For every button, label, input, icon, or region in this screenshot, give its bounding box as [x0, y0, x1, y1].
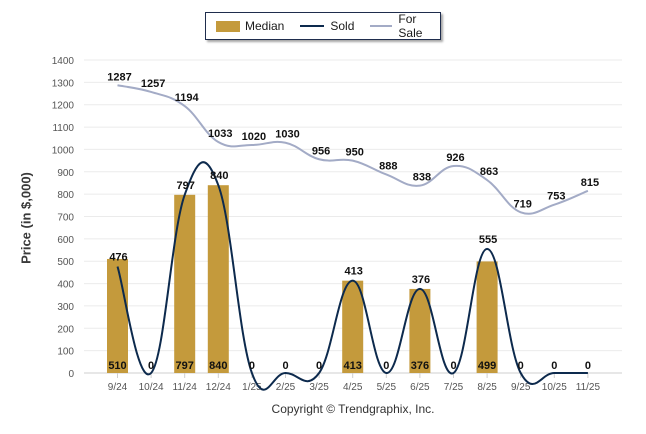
for-sale-data-label: 1020: [242, 131, 266, 143]
y-tick-label: 300: [57, 302, 74, 313]
legend-item-median: Median: [216, 19, 284, 33]
y-tick-label: 700: [57, 213, 74, 224]
for-sale-data-label: 1030: [275, 129, 299, 141]
median-data-label: 0: [585, 360, 591, 372]
median-swatch: [216, 20, 240, 32]
median-data-label: 0: [518, 360, 524, 372]
x-tick-label: 9/24: [108, 382, 128, 393]
x-tick-label: 4/25: [343, 382, 363, 393]
median-bar: [207, 185, 229, 373]
median-bar: [476, 261, 498, 373]
for-sale-data-label: 838: [413, 172, 431, 184]
legend-item-sold: Sold: [300, 19, 354, 33]
y-axis-label: Price (in $,000): [18, 172, 34, 264]
x-tick-label: 7/25: [444, 382, 464, 393]
median-data-label: 0: [450, 360, 456, 372]
for-sale-data-label: 950: [346, 147, 364, 159]
x-tick-label: 8/25: [477, 382, 497, 393]
median-data-label: 510: [108, 360, 126, 372]
median-bar: [342, 280, 364, 373]
y-tick-label: 500: [57, 257, 74, 268]
y-tick-label: 1100: [52, 123, 74, 134]
median-data-label: 376: [411, 360, 429, 372]
median-data-label: 840: [209, 360, 227, 372]
sold-data-label: 476: [109, 252, 127, 264]
y-tick-label: 100: [57, 347, 74, 358]
for-sale-data-label: 926: [446, 152, 464, 164]
sold-data-label: 797: [177, 180, 195, 192]
x-tick-label: 10/24: [139, 382, 164, 393]
median-data-label: 0: [148, 360, 154, 372]
sold-swatch: [300, 25, 325, 27]
sold-data-label: 555: [479, 234, 497, 246]
y-tick-label: 800: [57, 190, 74, 201]
for-sale-data-label: 888: [379, 160, 397, 172]
for-sale-data-label: 1257: [141, 78, 165, 90]
x-tick-label: 1/25: [242, 382, 262, 393]
y-tick-label: 200: [57, 324, 74, 335]
for-sale-data-label: 863: [480, 166, 498, 178]
x-tick-label: 11/24: [173, 382, 198, 393]
for-sale-line: [117, 84, 589, 215]
x-tick-label: 9/25: [511, 382, 531, 393]
median-data-label: 499: [478, 360, 496, 372]
median-data-label: 0: [551, 360, 557, 372]
y-tick-label: 1300: [52, 78, 75, 89]
sold-data-label: 413: [345, 266, 363, 278]
y-tick-label: 0: [68, 369, 74, 380]
for-sale-data-label: 1194: [175, 92, 200, 104]
y-tick-label: 600: [57, 235, 74, 246]
x-tick-label: 2/25: [276, 382, 296, 393]
for-sale-data-label: 1287: [107, 71, 131, 83]
median-data-label: 0: [282, 360, 288, 372]
median-bar: [409, 288, 431, 373]
for-sale-data-label: 956: [312, 145, 330, 157]
sold-data-label: 840: [210, 170, 228, 182]
median-data-label: 0: [316, 360, 322, 372]
x-tick-label: 11/25: [576, 382, 601, 393]
for-sale-swatch: [370, 25, 393, 27]
y-tick-label: 1200: [52, 101, 75, 112]
x-tick-label: 10/25: [542, 382, 567, 393]
legend-label-median: Median: [245, 19, 285, 33]
y-tick-label: 1000: [52, 145, 75, 156]
median-data-label: 0: [249, 360, 255, 372]
legend: Median Sold For Sale: [205, 12, 441, 40]
y-tick-label: 400: [57, 280, 74, 291]
x-tick-label: 3/25: [309, 382, 329, 393]
median-bar: [107, 258, 128, 373]
median-data-label: 797: [176, 360, 194, 372]
legend-label-sold: Sold: [330, 19, 355, 33]
median-data-label: 413: [344, 360, 362, 372]
y-tick-label: 1400: [52, 56, 75, 67]
median-data-label: 0: [383, 360, 389, 372]
x-tick-label: 5/25: [377, 382, 397, 393]
legend-item-for-sale: For Sale: [370, 12, 440, 40]
for-sale-data-label: 753: [547, 191, 565, 203]
y-tick-label: 900: [57, 168, 74, 179]
x-tick-label: 12/24: [206, 382, 231, 393]
copyright-text: Copyright © Trendgraphix, Inc.: [271, 402, 435, 416]
median-bar: [174, 194, 196, 373]
for-sale-data-label: 719: [514, 198, 532, 210]
x-tick-label: 6/25: [410, 382, 430, 393]
for-sale-data-label: 815: [581, 177, 599, 189]
for-sale-data-label: 1033: [208, 128, 232, 140]
legend-label-for-sale: For Sale: [398, 12, 423, 40]
sold-data-label: 376: [412, 274, 430, 286]
sold-line: [116, 161, 588, 391]
